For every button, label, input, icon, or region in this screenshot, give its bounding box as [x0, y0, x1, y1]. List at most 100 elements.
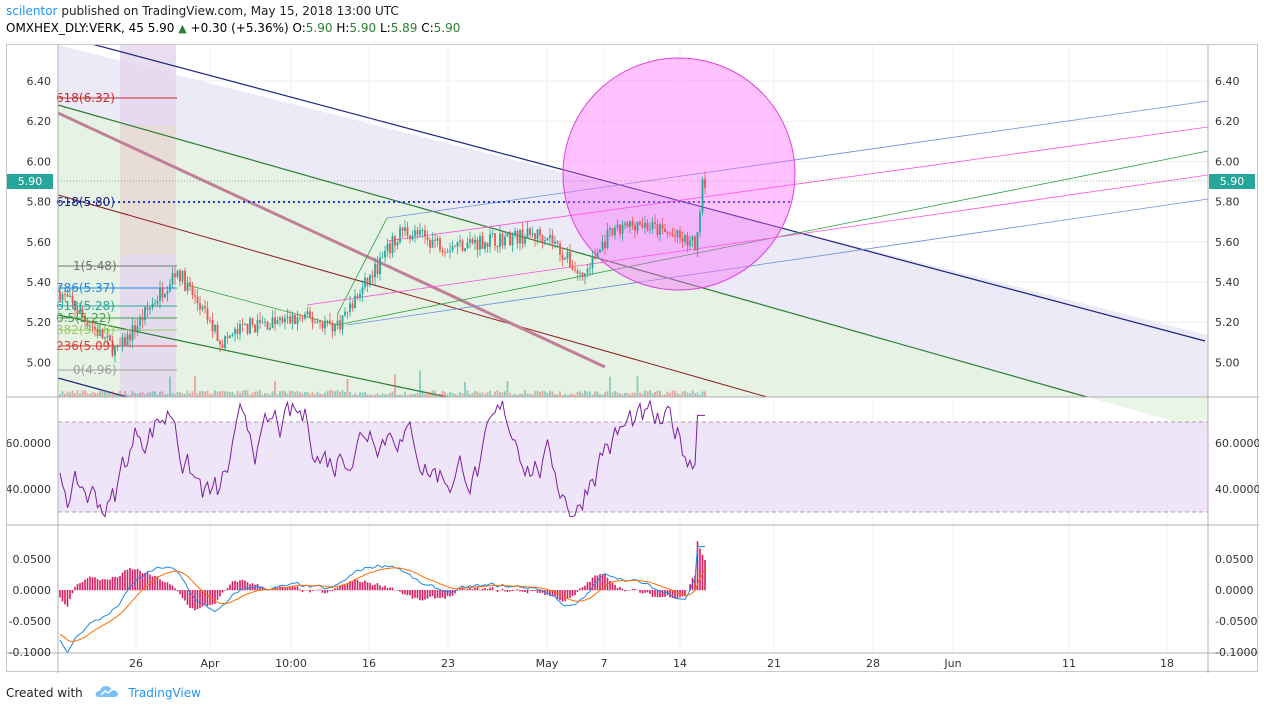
- candle-body: [641, 224, 644, 228]
- macd-hist-bar: [531, 590, 534, 592]
- candle-body: [549, 234, 551, 239]
- volume-bar: [254, 391, 256, 397]
- volume-bar: [404, 391, 406, 397]
- volume-bar: [119, 390, 121, 397]
- volume-bar: [494, 391, 496, 397]
- volume-bar: [396, 394, 399, 397]
- candle-body: [221, 344, 224, 349]
- time-axis[interactable]: 26 Apr 10:00 16 23 May 7 14 21 28 Jun 11 18: [129, 657, 1174, 670]
- author-link[interactable]: scilentor: [6, 4, 58, 18]
- volume-bar: [554, 394, 556, 397]
- volume-bar: [424, 394, 426, 397]
- candle-body: [696, 232, 699, 251]
- fork-line-1[interactable]: [386, 100, 1209, 219]
- macd-hist-bar: [301, 590, 304, 593]
- candle-body: [559, 243, 561, 255]
- candle-body: [674, 235, 676, 238]
- volume-bar: [371, 394, 374, 397]
- volume-bar: [66, 391, 69, 397]
- trend-line-blue[interactable]: [58, 45, 1206, 342]
- tradingview-link[interactable]: TradingView: [128, 686, 201, 700]
- candle-body: [396, 242, 399, 246]
- volume-bar: [416, 392, 419, 397]
- candle-body: [149, 307, 151, 310]
- chart-container[interactable]: 618(6.32) 618(5.80) 1(5.48) 786(5.37) 61…: [6, 44, 1259, 673]
- trend-line-darkred[interactable]: [57, 194, 768, 398]
- candle-body: [374, 263, 376, 278]
- macd-axis[interactable]: 0.0500 0.0500 0.0000 0.0000 -0.0500 -0.0500 -0…: [9, 553, 1258, 659]
- candle-body: [479, 236, 481, 250]
- trend-line-mauve[interactable]: [57, 111, 606, 369]
- volume-bar: [111, 391, 114, 397]
- close-value: 5.90: [433, 21, 461, 35]
- fork-handle-1[interactable]: [336, 217, 388, 316]
- macd-hist-bar: [694, 575, 696, 591]
- macd-hist-bar: [76, 583, 79, 591]
- volume-bar: [161, 391, 164, 397]
- volume-bar: [189, 393, 191, 397]
- volume-bar: [219, 391, 221, 397]
- macd-hist-bar: [616, 587, 619, 591]
- volume-bar: [169, 376, 171, 397]
- macd-hist-bar: [434, 590, 436, 599]
- candle-body: [531, 233, 534, 235]
- fork-line-5[interactable]: [346, 198, 1209, 326]
- candle-body: [529, 228, 531, 235]
- candle-body: [574, 269, 576, 271]
- candle-body: [321, 322, 324, 329]
- rsi-axis[interactable]: 60.0000 60.0000 40.0000 40.0000: [7, 437, 1259, 496]
- volume-bar: [521, 393, 524, 397]
- fork-line-2[interactable]: [386, 126, 1209, 242]
- candle-body: [471, 239, 474, 244]
- candle-body: [431, 239, 434, 248]
- candle-body: [209, 319, 211, 321]
- macd-hist-bar: [199, 590, 201, 609]
- candle-body: [101, 329, 104, 339]
- volume-bar: [204, 391, 206, 397]
- macd-hist-bar: [454, 590, 456, 594]
- macd-hist-bar: [244, 580, 246, 591]
- candle-body: [366, 277, 369, 286]
- macd-hist-bar: [124, 570, 126, 591]
- macd-hist-bar: [419, 590, 421, 601]
- price-axis[interactable]: 6.40 6.40 6.20 6.20 6.00 6.00 5.80 5.80 5.60 5.60…: [27, 75, 1240, 369]
- candle-body: [254, 324, 256, 333]
- fib-label-537: 786(5.37): [56, 281, 115, 295]
- chart-canvas[interactable]: 618(6.32) 618(5.80) 1(5.48) 786(5.37) 61…: [7, 45, 1259, 673]
- candle-body: [324, 321, 326, 329]
- volume-bar: [231, 391, 234, 397]
- volume-bar: [326, 391, 329, 397]
- volume-bar: [271, 391, 274, 397]
- channel-line-green-upper[interactable]: [57, 104, 1088, 398]
- candle-body: [576, 270, 579, 274]
- time-axis-label: 21: [767, 657, 781, 670]
- volume-bar: [499, 392, 501, 397]
- candle-body: [349, 303, 351, 312]
- volume-bar: [419, 370, 421, 397]
- volume-bar: [144, 394, 146, 397]
- volume-bar: [74, 393, 76, 397]
- volume-bar: [516, 394, 519, 397]
- macd-hist-bar: [551, 590, 554, 597]
- candle-body: [309, 311, 311, 317]
- candle-body: [246, 323, 249, 334]
- volume-bar: [629, 394, 631, 397]
- macd-hist-bar: [211, 590, 214, 605]
- volume-bar: [526, 393, 529, 397]
- candle-body: [416, 230, 419, 235]
- channel-line-green-lower[interactable]: [57, 314, 448, 398]
- fib-label-522: 0.5(5.22): [56, 311, 111, 325]
- volume-bar: [334, 391, 336, 397]
- candle-body: [136, 325, 139, 332]
- volume-bar: [244, 390, 246, 397]
- time-axis-label: 11: [1062, 657, 1076, 670]
- fork-line-4[interactable]: [306, 174, 1209, 306]
- candle-body: [241, 323, 244, 325]
- candle-body: [329, 320, 331, 324]
- highlight-circle[interactable]: [562, 57, 796, 291]
- candle-body: [369, 275, 371, 286]
- volume-bar: [181, 393, 184, 397]
- volume-bar: [679, 394, 681, 397]
- volume-bar: [391, 391, 394, 397]
- volume-bar: [256, 391, 259, 397]
